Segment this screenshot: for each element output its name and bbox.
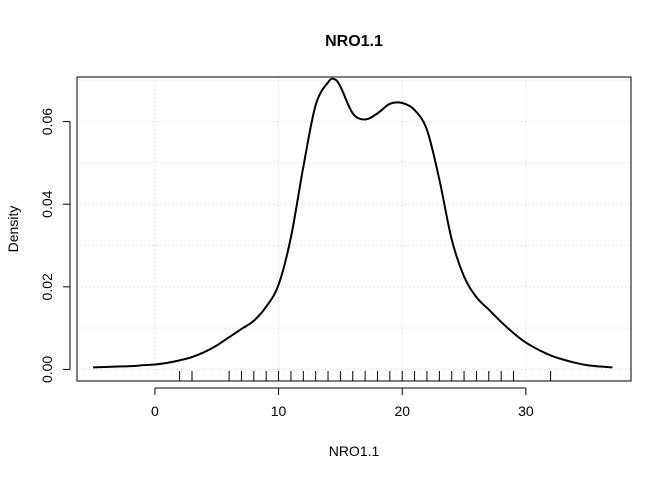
rug-ticks xyxy=(179,371,552,381)
x-tick-label: 30 xyxy=(518,403,534,419)
y-axis: 0.00 0.02 0.04 0.06 xyxy=(39,108,71,383)
x-tick-label: 20 xyxy=(394,403,410,419)
x-tick-label: 0 xyxy=(151,403,159,419)
chart-title: NRO1.1 xyxy=(325,33,383,50)
density-curve xyxy=(93,77,613,369)
y-tick-label: 0.02 xyxy=(39,273,55,300)
y-tick-label: 0.06 xyxy=(39,108,55,135)
x-axis: 0 10 20 30 xyxy=(151,387,534,419)
grid-lines xyxy=(77,77,631,381)
x-tick-label: 10 xyxy=(271,403,287,419)
y-tick-label: 0.04 xyxy=(39,190,55,217)
plot-frame xyxy=(76,76,632,382)
x-axis-label: NRO1.1 xyxy=(329,443,380,459)
y-axis-label: Density xyxy=(5,206,21,253)
y-tick-label: 0.00 xyxy=(39,356,55,383)
